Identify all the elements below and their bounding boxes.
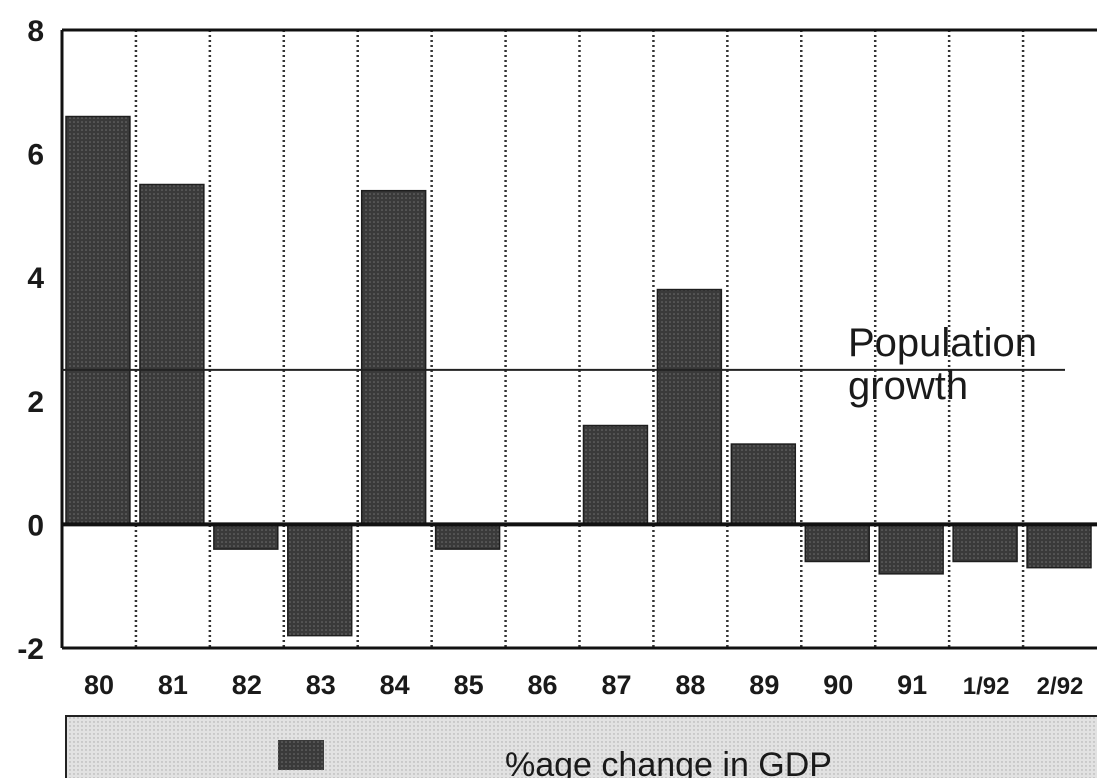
x-tick-label: 86	[528, 670, 558, 700]
y-tick-label: 0	[27, 509, 44, 542]
bar-80	[65, 115, 131, 526]
y-tick-labels: 8 6 4 2 0 -2	[17, 15, 44, 666]
x-tick-labels: 80 81 82 83 84 85 86 87 88 89 90 91 1/92 2/92	[84, 670, 1083, 700]
x-tick-label: 1/92	[963, 673, 1010, 700]
legend-band	[65, 715, 1097, 778]
bar-85	[434, 523, 501, 550]
y-tick-label: -2	[17, 633, 44, 666]
x-tick-label: 88	[675, 670, 705, 700]
y-tick-label: 8	[27, 15, 44, 48]
x-tick-label: 84	[380, 670, 410, 700]
axes-layer	[60, 28, 1097, 650]
grid-layer	[134, 30, 1025, 648]
bar-81	[139, 183, 205, 526]
bar-88	[656, 288, 723, 526]
x-tick-label: 89	[749, 670, 779, 700]
y-tick-label: 4	[27, 262, 44, 295]
x-tick-label: 91	[897, 670, 927, 700]
bar-90	[804, 523, 870, 563]
x-tick-label: 2/92	[1037, 673, 1084, 700]
x-tick-label: 81	[158, 670, 188, 700]
population-growth-label: growth	[848, 364, 968, 408]
population-growth-label: Population	[848, 321, 1037, 365]
x-tick-label: 80	[84, 670, 114, 700]
x-tick-label: 87	[601, 670, 631, 700]
x-tick-label: 82	[232, 670, 262, 700]
bar-87	[582, 424, 649, 526]
x-tick-label: 90	[823, 670, 853, 700]
bar-83	[287, 523, 353, 637]
x-tick-label: 83	[306, 670, 336, 700]
bar-82	[213, 523, 279, 550]
legend: %age change in GDP	[65, 715, 1097, 778]
bar-89	[730, 443, 797, 526]
legend-swatch	[278, 740, 324, 770]
y-tick-label: 2	[27, 386, 44, 419]
bars-layer	[65, 115, 1092, 637]
bar-1-92	[952, 523, 1018, 563]
bar-84	[360, 189, 427, 526]
bar-2-92	[1026, 523, 1092, 569]
bar-91	[878, 523, 944, 575]
legend-label: %age change in GDP	[505, 746, 832, 778]
x-tick-label: 85	[454, 670, 484, 700]
y-tick-label: 6	[27, 139, 44, 172]
